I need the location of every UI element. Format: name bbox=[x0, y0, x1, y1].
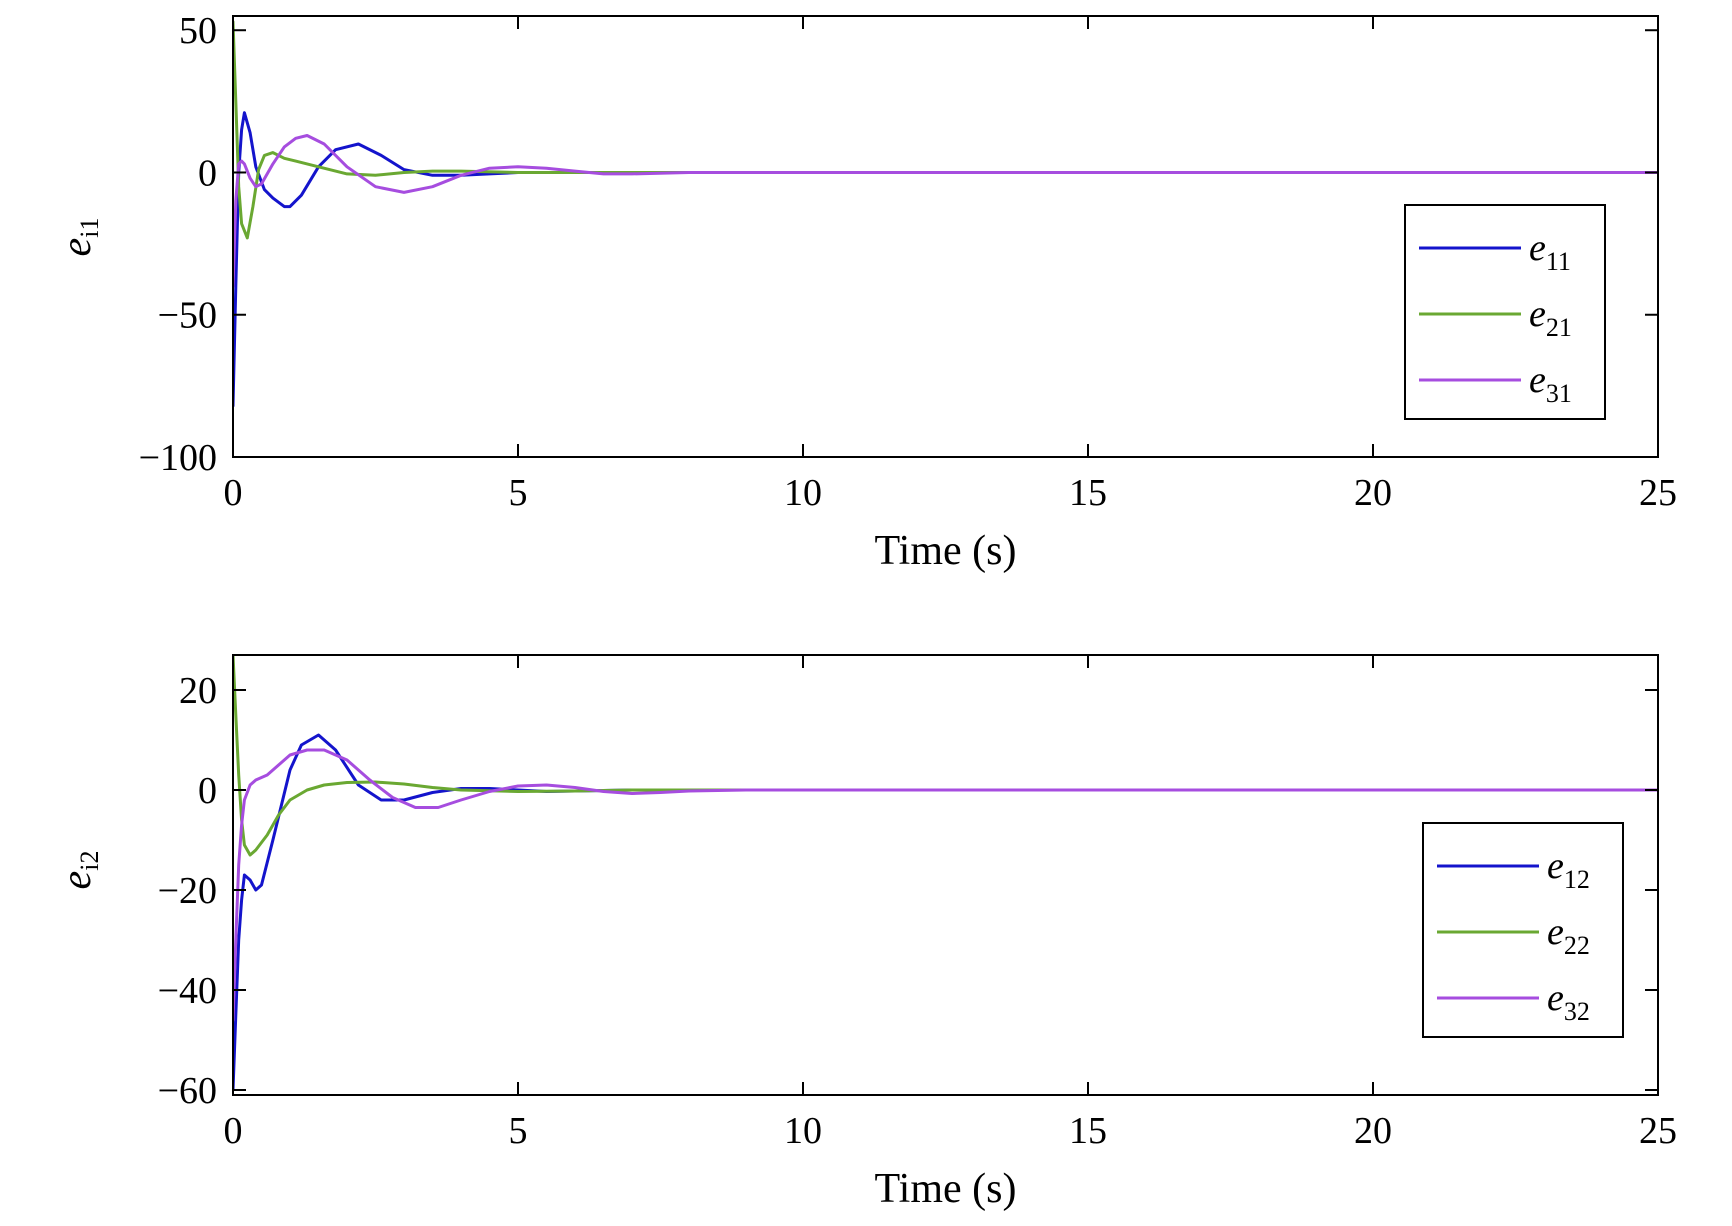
legend-label-subscript: 12 bbox=[1564, 865, 1590, 894]
legend-label-main: e bbox=[1547, 977, 1564, 1019]
x-axis-label: Time (s) bbox=[875, 1166, 1017, 1212]
x-tick-label: 0 bbox=[224, 472, 243, 514]
x-tick-label: 5 bbox=[509, 1110, 528, 1152]
legend-box bbox=[1422, 822, 1624, 1038]
x-tick-label: 10 bbox=[784, 1110, 822, 1152]
axes-box bbox=[232, 654, 1659, 1096]
y-axis-label-subscript: i1 bbox=[75, 218, 104, 238]
legend-label: e11 bbox=[1529, 227, 1571, 276]
y-tick-label: 0 bbox=[198, 152, 217, 194]
y-axis-label: ei2 bbox=[54, 851, 104, 890]
legend-label: e32 bbox=[1547, 977, 1590, 1026]
y-tick-label: 50 bbox=[179, 10, 217, 52]
series-line-e31 bbox=[233, 134, 1658, 288]
legend-label-main: e bbox=[1529, 359, 1546, 401]
legend-label: e12 bbox=[1547, 845, 1590, 894]
x-tick-label: 10 bbox=[784, 472, 822, 514]
legend-label-main: e bbox=[1529, 293, 1546, 335]
axes-box bbox=[232, 15, 1659, 458]
series-group bbox=[233, 20, 1658, 408]
y-axis-label: ei1 bbox=[54, 218, 104, 257]
legend-box bbox=[1404, 204, 1606, 420]
x-tick-label: 25 bbox=[1639, 1110, 1677, 1152]
y-axis-label-main: e bbox=[54, 871, 100, 890]
x-tick-label: 20 bbox=[1354, 1110, 1392, 1152]
legend-label-main: e bbox=[1547, 845, 1564, 887]
legend-label-subscript: 21 bbox=[1546, 313, 1572, 342]
legend-label: e31 bbox=[1529, 359, 1572, 408]
y-tick-label: −100 bbox=[139, 437, 217, 479]
series-group bbox=[233, 655, 1658, 1092]
x-tick-label: 5 bbox=[509, 472, 528, 514]
x-tick-label: 25 bbox=[1639, 472, 1677, 514]
series-line-e11 bbox=[233, 111, 1658, 408]
series-line-e32 bbox=[233, 748, 1658, 1022]
y-tick-label: 20 bbox=[179, 670, 217, 712]
x-tick-label: 15 bbox=[1069, 472, 1107, 514]
y-tick-label: −60 bbox=[158, 1070, 217, 1112]
legend-label-main: e bbox=[1529, 227, 1546, 269]
legend-label-subscript: 11 bbox=[1546, 247, 1571, 276]
series-line-e21 bbox=[233, 20, 1658, 240]
legend-label-subscript: 32 bbox=[1564, 997, 1590, 1026]
y-tick-label: 0 bbox=[198, 770, 217, 812]
x-tick-label: 20 bbox=[1354, 472, 1392, 514]
y-tick-label: −20 bbox=[158, 870, 217, 912]
y-tick-label: −40 bbox=[158, 970, 217, 1012]
legend-label-subscript: 31 bbox=[1546, 379, 1572, 408]
x-tick-label: 15 bbox=[1069, 1110, 1107, 1152]
y-tick-label: −50 bbox=[158, 295, 217, 337]
legend-label-subscript: 22 bbox=[1564, 931, 1590, 960]
legend-label: e22 bbox=[1547, 911, 1590, 960]
legend-label-main: e bbox=[1547, 911, 1564, 953]
x-axis-label: Time (s) bbox=[875, 528, 1017, 574]
legend-label: e21 bbox=[1529, 293, 1572, 342]
x-tick-label: 0 bbox=[224, 1110, 243, 1152]
y-axis-label-main: e bbox=[54, 238, 100, 257]
y-axis-label-subscript: i2 bbox=[75, 851, 104, 871]
